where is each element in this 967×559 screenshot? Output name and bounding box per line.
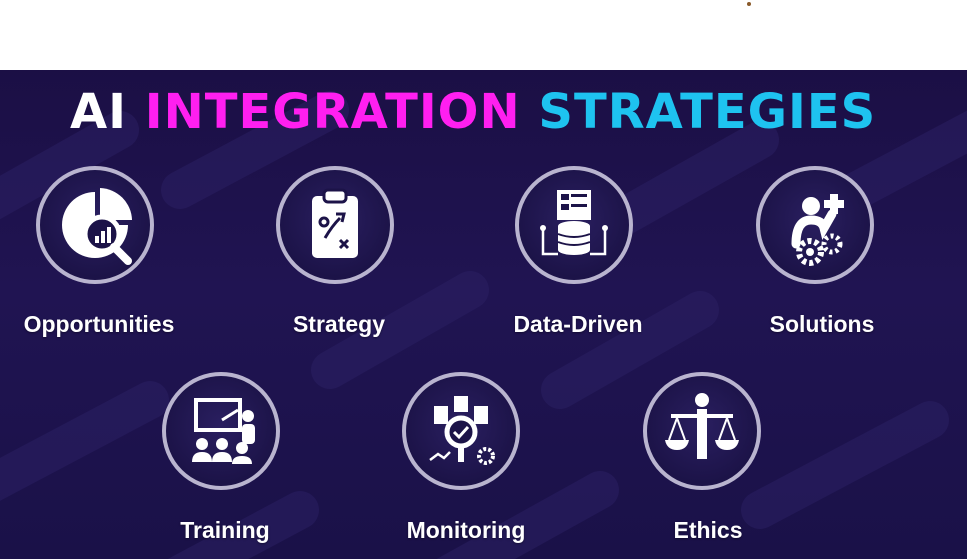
decorative-dot — [747, 2, 751, 6]
page-title: AI INTEGRATION STRATEGIES — [70, 84, 876, 140]
monitoring-label: Monitoring — [406, 517, 526, 543]
scales-icon — [665, 393, 739, 459]
training-label: Training — [180, 517, 270, 543]
title-word-strategies: STRATEGIES — [538, 84, 877, 140]
monitoring-circle — [402, 372, 520, 490]
presentation-icon — [192, 398, 255, 464]
clipboard-strategy-icon — [312, 188, 358, 258]
opportunities-circle — [36, 166, 154, 284]
ethics-label: Ethics — [673, 517, 743, 543]
data-driven-label: Data-Driven — [513, 311, 643, 337]
ethics-circle — [643, 372, 761, 490]
magnifier-check-icon — [429, 396, 495, 465]
person-gears-icon — [791, 194, 844, 266]
strategy-label: Strategy — [292, 311, 386, 337]
solutions-circle — [756, 166, 874, 284]
infographic-banner: AI INTEGRATION STRATEGIES Opportunities — [0, 70, 967, 559]
title-word-ai: AI — [70, 84, 128, 140]
search-analytics-icon — [62, 188, 132, 265]
database-icon — [540, 190, 608, 256]
training-circle — [162, 372, 280, 490]
opportunities-label: Opportunities — [23, 311, 175, 337]
title-word-integration: INTEGRATION — [144, 84, 521, 140]
data-driven-circle — [515, 166, 633, 284]
strategy-circle — [276, 166, 394, 284]
background-streaks — [0, 91, 967, 559]
solutions-label: Solutions — [769, 311, 875, 337]
